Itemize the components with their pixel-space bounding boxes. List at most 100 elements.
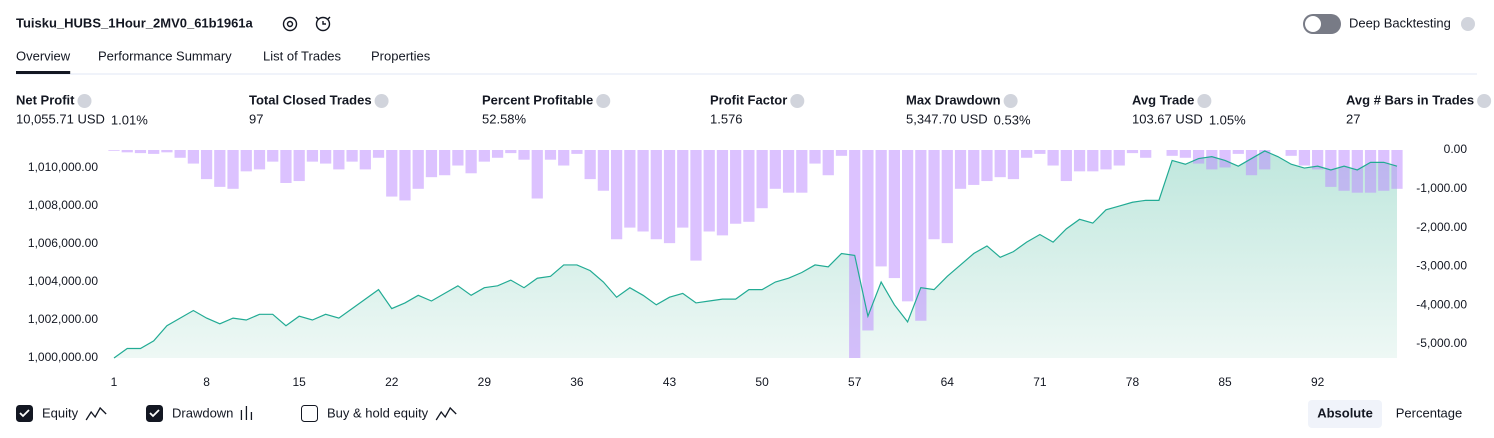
drawdown-bar bbox=[200, 150, 213, 180]
drawdown-bar bbox=[1338, 150, 1350, 191]
info-icon[interactable] bbox=[1003, 94, 1018, 108]
y-tick-label: 1,002,000.00 bbox=[28, 312, 98, 326]
drawdown-bar bbox=[1192, 150, 1205, 164]
stat-label: Avg # Bars in Trades bbox=[1346, 92, 1474, 107]
tab[interactable]: Overview bbox=[16, 48, 71, 63]
drawdown-bar bbox=[399, 150, 411, 201]
drawdown-bar bbox=[677, 150, 689, 228]
legend-icon bbox=[85, 406, 107, 421]
drawdown-bar bbox=[1298, 150, 1311, 166]
mode-button[interactable] bbox=[1386, 400, 1472, 428]
info-icon[interactable] bbox=[790, 94, 805, 108]
drawdown-bar bbox=[253, 150, 266, 170]
drawdown-bar bbox=[584, 150, 596, 180]
info-icon[interactable] bbox=[374, 94, 389, 108]
drawdown-bar bbox=[1087, 150, 1099, 172]
drawdown-bar bbox=[1007, 150, 1020, 180]
drawdown-bar bbox=[174, 150, 186, 158]
x-tick-label: 64 bbox=[941, 375, 955, 389]
drawdown-bar bbox=[1245, 150, 1258, 176]
x-tick-label: 50 bbox=[755, 375, 769, 389]
drawdown-bar bbox=[346, 150, 358, 162]
drawdown-bar bbox=[1060, 150, 1072, 182]
drawdown-bar bbox=[306, 150, 319, 162]
x-tick-label: 15 bbox=[292, 375, 306, 389]
drawdown-bar bbox=[452, 150, 464, 166]
info-icon[interactable] bbox=[596, 94, 611, 108]
drawdown-bar bbox=[1364, 150, 1377, 193]
drawdown-bar bbox=[240, 150, 252, 172]
drawdown-bar bbox=[954, 150, 967, 189]
drawdown-bar bbox=[663, 150, 676, 244]
drawdown-bar bbox=[1140, 150, 1152, 158]
drawdown-bar bbox=[214, 150, 226, 187]
stat-value: 97 bbox=[249, 111, 263, 126]
drawdown-bar bbox=[227, 150, 239, 189]
x-tick-label: 43 bbox=[663, 375, 677, 389]
tab[interactable]: List of Trades bbox=[263, 48, 342, 63]
x-tick-label: 8 bbox=[203, 375, 210, 389]
legend-label: Drawdown bbox=[172, 405, 233, 420]
drawdown-bar bbox=[320, 150, 332, 164]
drawdown-bar bbox=[716, 150, 729, 236]
info-icon[interactable] bbox=[1477, 94, 1492, 108]
x-tick-label: 36 bbox=[570, 375, 584, 389]
y2-tick-label: 0.00 bbox=[1444, 142, 1468, 156]
drawdown-bar bbox=[809, 150, 821, 164]
equity-area bbox=[114, 150, 1397, 358]
drawdown-bar bbox=[1219, 150, 1231, 168]
tab-underline bbox=[16, 71, 71, 74]
drawdown-bar bbox=[148, 150, 160, 154]
drawdown-bar bbox=[293, 150, 305, 182]
tab[interactable]: Performance Summary bbox=[98, 48, 232, 63]
drawdown-bar bbox=[981, 150, 993, 182]
drawdown-bar bbox=[161, 150, 173, 153]
checkmark bbox=[19, 409, 30, 418]
info-icon[interactable] bbox=[1197, 94, 1212, 108]
info-icon[interactable] bbox=[77, 94, 92, 108]
x-tick-label: 85 bbox=[1218, 375, 1232, 389]
checkbox[interactable] bbox=[301, 405, 318, 422]
help-icon[interactable] bbox=[1461, 17, 1475, 31]
drawdown-bar bbox=[1312, 150, 1324, 170]
drawdown-bar bbox=[518, 150, 530, 160]
toggle-label: Deep Backtesting bbox=[1349, 15, 1451, 30]
drawdown-bar bbox=[1047, 150, 1059, 166]
tab[interactable]: Properties bbox=[371, 48, 431, 63]
stat-label: Avg Trade bbox=[1132, 92, 1194, 107]
legend-icon bbox=[435, 406, 457, 421]
drawdown-bar bbox=[862, 150, 874, 331]
drawdown-bar bbox=[796, 150, 808, 193]
drawdown-bar bbox=[769, 150, 781, 189]
drawdown-bar bbox=[121, 150, 133, 153]
y-tick-label: 1,008,000.00 bbox=[28, 198, 98, 212]
drawdown-bar bbox=[531, 150, 543, 199]
drawdown-bar bbox=[782, 150, 795, 193]
drawdown-bar bbox=[994, 150, 1006, 178]
mode-button[interactable] bbox=[1308, 400, 1382, 428]
x-tick-label: 29 bbox=[478, 375, 492, 389]
y-tick-label: 1,004,000.00 bbox=[28, 274, 98, 288]
drawdown-bar bbox=[941, 150, 953, 244]
drawdown-bar bbox=[1351, 150, 1363, 193]
drawdown-bar bbox=[1378, 150, 1390, 191]
y2-tick-label: -1,000.00 bbox=[1416, 181, 1467, 195]
drawdown-bar bbox=[1100, 150, 1112, 170]
checkmark bbox=[149, 409, 160, 418]
drawdown-bar bbox=[359, 150, 371, 170]
drawdown-bar bbox=[915, 150, 927, 321]
drawdown-bar bbox=[412, 150, 424, 189]
drawdown-bar bbox=[690, 150, 702, 261]
y2-tick-label: -4,000.00 bbox=[1416, 297, 1467, 311]
drawdown-bar bbox=[849, 150, 861, 358]
stat-value: 5,347.70 USD bbox=[906, 111, 988, 126]
y2-tick-label: -3,000.00 bbox=[1416, 259, 1467, 273]
drawdown-bar bbox=[835, 150, 848, 156]
drawdown-bar bbox=[571, 150, 583, 154]
toggle-knob bbox=[1305, 16, 1321, 32]
settings-icon[interactable] bbox=[282, 16, 298, 32]
alert-icon[interactable] bbox=[315, 16, 331, 32]
drawdown-bar bbox=[968, 150, 980, 185]
stat-percent: 0.53% bbox=[994, 112, 1031, 127]
x-tick-label: 57 bbox=[848, 375, 862, 389]
